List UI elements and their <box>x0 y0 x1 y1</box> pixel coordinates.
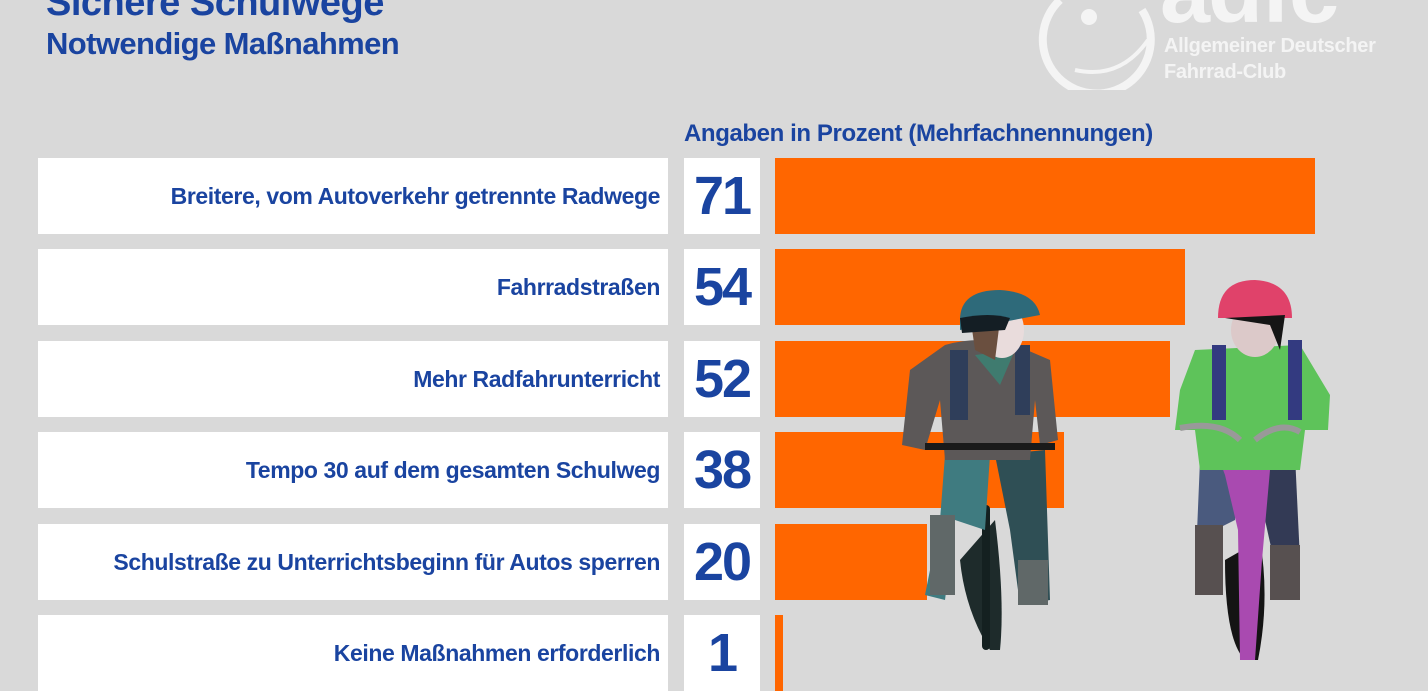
cyclists-illustration <box>902 280 1330 660</box>
category-label-box: Breitere, vom Autoverkehr getrennte Radw… <box>38 158 668 234</box>
category-label-box: Fahrradstraßen <box>38 249 668 325</box>
value-label-box: 54 <box>684 249 760 325</box>
value-label: 38 <box>693 440 752 500</box>
logo-line-2: Fahrrad-Club <box>1164 61 1286 83</box>
category-label-box: Mehr Radfahrunterricht <box>38 341 668 417</box>
category-label: Keine Maßnahmen erforderlich <box>333 639 661 666</box>
category-label: Fahrradstraßen <box>496 273 661 300</box>
chart-subtitle: Notwendige Maßnahmen <box>46 26 400 61</box>
value-label: 20 <box>693 532 752 592</box>
value-label: 54 <box>693 257 752 317</box>
value-label-box: 38 <box>684 432 760 508</box>
category-label: Schulstraße zu Unterrichtsbeginn für Aut… <box>113 548 660 575</box>
bar <box>775 615 783 691</box>
cyclist-girl <box>1175 280 1330 660</box>
logo-line-1: Allgemeiner Deutscher <box>1164 35 1376 57</box>
category-label: Tempo 30 auf dem gesamten Schulweg <box>245 456 661 483</box>
value-label: 52 <box>693 349 752 409</box>
chart-title: Sichere Schulwege <box>46 0 384 24</box>
value-label-box: 20 <box>684 524 760 600</box>
category-label: Mehr Radfahrunterricht <box>413 365 660 392</box>
bar <box>775 158 1315 234</box>
value-label-box: 71 <box>684 158 760 234</box>
category-label: Breitere, vom Autoverkehr getrennte Radw… <box>170 182 661 209</box>
cyclist-boy <box>902 290 1058 650</box>
unit-label: Angaben in Prozent (Mehrfachnennungen) <box>684 120 1153 147</box>
category-label-box: Schulstraße zu Unterrichtsbeginn für Aut… <box>38 524 668 600</box>
value-label-box: 52 <box>684 341 760 417</box>
bar <box>775 524 927 600</box>
value-label: 71 <box>693 166 752 226</box>
category-label-box: Tempo 30 auf dem gesamten Schulweg <box>38 432 668 508</box>
logo-mark: adfc <box>1038 0 1339 90</box>
svg-text:adfc: adfc <box>1160 0 1337 42</box>
